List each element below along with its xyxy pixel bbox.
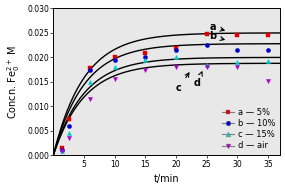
Point: [112, 58, 117, 61]
Point: [174, 46, 178, 49]
Point: [143, 52, 148, 55]
Point: [66, 132, 71, 135]
Point: [235, 66, 239, 69]
Point: [88, 80, 92, 83]
Point: [204, 32, 209, 35]
Point: [66, 125, 71, 128]
Legend: a — 5%, b — 10%, c — 15%, d — air: a — 5%, b — 10%, c — 15%, d — air: [221, 107, 276, 151]
Point: [235, 34, 239, 37]
Text: c: c: [176, 73, 189, 93]
Point: [174, 49, 178, 52]
Point: [112, 78, 117, 81]
Point: [266, 60, 270, 63]
Point: [66, 137, 71, 140]
Point: [143, 58, 148, 61]
Point: [204, 66, 209, 69]
Point: [174, 56, 178, 59]
Point: [112, 56, 117, 59]
Point: [88, 67, 92, 70]
Point: [266, 49, 270, 52]
Point: [235, 49, 239, 52]
Text: a: a: [209, 22, 224, 32]
Point: [60, 149, 65, 152]
Point: [204, 63, 209, 66]
Point: [174, 66, 178, 69]
X-axis label: t/min: t/min: [154, 174, 180, 184]
Point: [66, 117, 71, 120]
Point: [112, 66, 117, 69]
Point: [88, 68, 92, 71]
Text: d: d: [194, 72, 202, 88]
Point: [143, 68, 148, 71]
Text: b: b: [209, 31, 224, 41]
Point: [60, 148, 65, 151]
Point: [60, 150, 65, 153]
Point: [235, 61, 239, 64]
Point: [88, 98, 92, 101]
Point: [143, 56, 148, 59]
Point: [204, 44, 209, 47]
Point: [60, 146, 65, 149]
Point: [266, 79, 270, 82]
Y-axis label: Concn. Fe$_0^{2+}$ M: Concn. Fe$_0^{2+}$ M: [5, 45, 22, 119]
Point: [266, 34, 270, 37]
